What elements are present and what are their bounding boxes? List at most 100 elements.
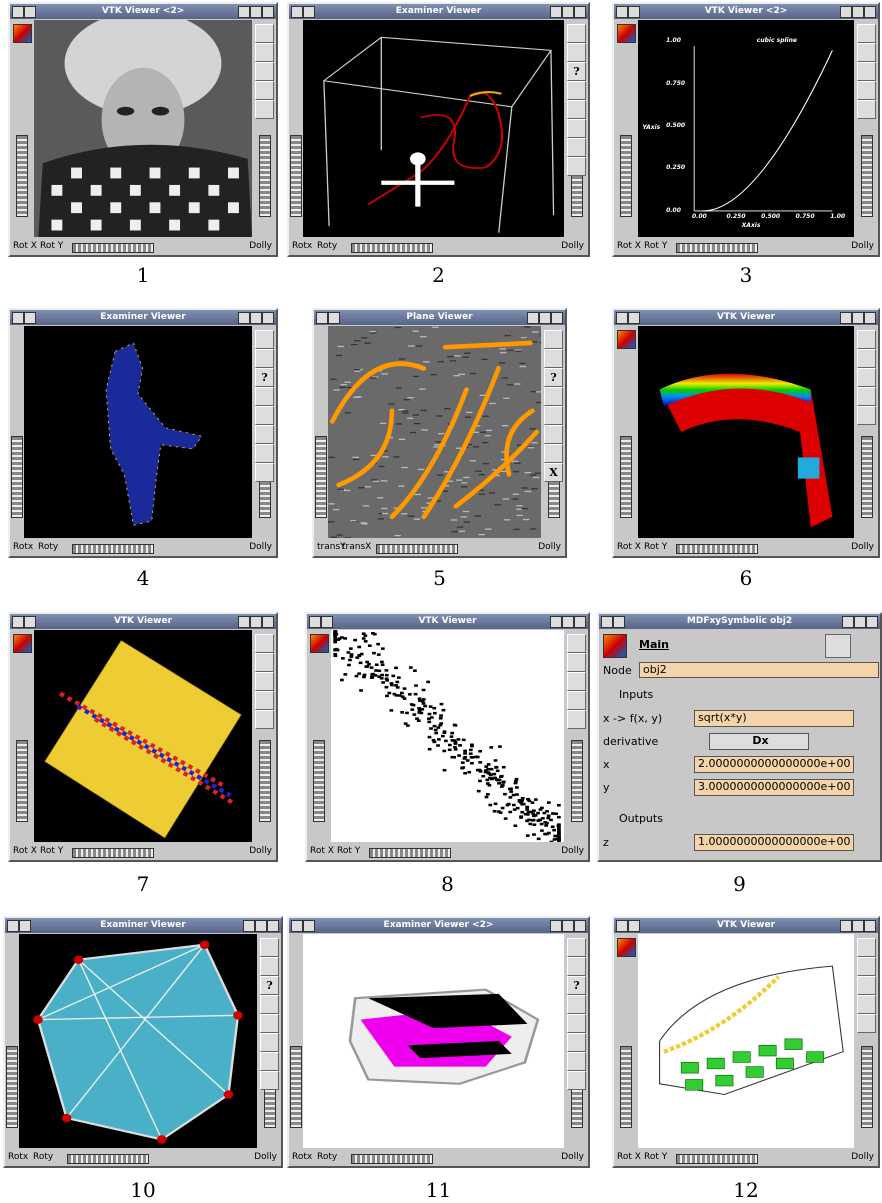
toolbar-button[interactable] <box>255 43 274 62</box>
toolbar-button[interactable] <box>567 957 586 976</box>
toolbar-button[interactable] <box>857 938 876 957</box>
window-button[interactable] <box>262 616 274 628</box>
right-wheel[interactable] <box>259 135 271 217</box>
toolbar-button[interactable] <box>857 100 876 119</box>
right-wheel[interactable] <box>861 135 873 217</box>
window-button[interactable] <box>291 920 303 932</box>
toolbar-button[interactable] <box>255 24 274 43</box>
window-button[interactable] <box>527 312 539 324</box>
window-button[interactable] <box>628 6 640 18</box>
window-button[interactable] <box>238 616 250 628</box>
tab[interactable]: Main <box>639 638 669 651</box>
toolbar-button[interactable] <box>857 976 876 995</box>
toolbar-button[interactable] <box>260 995 279 1014</box>
toolbar-button[interactable] <box>255 62 274 81</box>
window-button[interactable] <box>250 312 262 324</box>
toolbar-button[interactable] <box>544 330 563 349</box>
toolbar-button[interactable] <box>567 157 586 176</box>
toolbar-button[interactable] <box>567 43 586 62</box>
toolbar-button[interactable] <box>567 995 586 1014</box>
bottom-wheel[interactable] <box>676 1154 758 1164</box>
left-wheel[interactable] <box>16 740 28 822</box>
toolbar-button[interactable] <box>567 691 586 710</box>
toolbar-button[interactable] <box>260 1071 279 1090</box>
window-button[interactable] <box>864 312 876 324</box>
window-button[interactable] <box>262 6 274 18</box>
window-button[interactable] <box>238 6 250 18</box>
window-button[interactable] <box>562 6 574 18</box>
toolbar-button[interactable] <box>260 1033 279 1052</box>
right-wheel[interactable] <box>571 740 583 822</box>
toolbar-button[interactable] <box>255 100 274 119</box>
left-wheel[interactable] <box>290 135 302 217</box>
toolbar-button[interactable] <box>255 463 274 482</box>
window-button[interactable] <box>852 920 864 932</box>
toolbar-button[interactable]: X <box>544 463 563 482</box>
toolbar-button[interactable]: ? <box>567 976 586 995</box>
window-button[interactable] <box>852 6 864 18</box>
window-button[interactable] <box>262 312 274 324</box>
toolbar-button[interactable] <box>857 406 876 425</box>
toolbar-button[interactable] <box>255 672 274 691</box>
toolbar-button[interactable] <box>255 425 274 444</box>
bottom-wheel[interactable] <box>369 848 451 858</box>
toolbar-button[interactable] <box>544 387 563 406</box>
toolbar-button[interactable] <box>255 444 274 463</box>
left-wheel[interactable] <box>11 436 23 518</box>
toolbar-button[interactable] <box>857 330 876 349</box>
window-button[interactable] <box>842 616 854 628</box>
left-wheel[interactable] <box>6 1046 18 1128</box>
bottom-wheel[interactable] <box>351 243 433 253</box>
toolbar-button[interactable] <box>255 691 274 710</box>
toolbar-button[interactable] <box>260 957 279 976</box>
window-button[interactable] <box>854 616 866 628</box>
input-field[interactable]: Dx <box>709 733 809 750</box>
window-button[interactable] <box>574 6 586 18</box>
toolbar-button[interactable] <box>567 634 586 653</box>
window-button[interactable] <box>250 616 262 628</box>
window-button[interactable] <box>7 920 19 932</box>
toolbar-button[interactable] <box>857 387 876 406</box>
toolbar-button[interactable]: ? <box>260 976 279 995</box>
toolbar-button[interactable] <box>857 43 876 62</box>
toolbar-button[interactable] <box>857 62 876 81</box>
right-wheel[interactable] <box>861 1046 873 1128</box>
toolbar-button[interactable] <box>255 330 274 349</box>
bottom-wheel[interactable] <box>351 1154 433 1164</box>
toolbar-button[interactable] <box>567 672 586 691</box>
window-button[interactable] <box>628 312 640 324</box>
window-button[interactable] <box>864 6 876 18</box>
window-button[interactable] <box>24 312 36 324</box>
toolbar-button[interactable] <box>857 995 876 1014</box>
window-button[interactable] <box>616 6 628 18</box>
window-button[interactable] <box>321 616 333 628</box>
window-button[interactable] <box>12 6 24 18</box>
toolbar-button[interactable] <box>857 957 876 976</box>
toolbar-button[interactable] <box>567 138 586 157</box>
bottom-wheel[interactable] <box>72 848 154 858</box>
input-field[interactable]: sqrt(x*y) <box>694 710 854 727</box>
window-button[interactable] <box>562 920 574 932</box>
window-button[interactable] <box>303 6 315 18</box>
window-button[interactable] <box>616 312 628 324</box>
toolbar-button[interactable] <box>857 368 876 387</box>
window-button[interactable] <box>243 920 255 932</box>
left-wheel[interactable] <box>315 436 327 518</box>
toolbar-button[interactable] <box>567 1033 586 1052</box>
window-button[interactable] <box>309 616 321 628</box>
toolbar-button[interactable] <box>260 938 279 957</box>
toolbar-button[interactable] <box>544 444 563 463</box>
left-wheel[interactable] <box>313 740 325 822</box>
window-button[interactable] <box>840 6 852 18</box>
toolbar-button[interactable] <box>255 406 274 425</box>
input-field[interactable]: 3.0000000000000000e+00 <box>694 779 854 796</box>
bottom-wheel[interactable] <box>376 544 458 554</box>
toolbar-button[interactable] <box>260 1052 279 1071</box>
toolbar-button[interactable]: ? <box>567 62 586 81</box>
left-wheel[interactable] <box>290 1046 302 1128</box>
window-button[interactable] <box>303 920 315 932</box>
window-button[interactable] <box>628 920 640 932</box>
window-button[interactable] <box>328 312 340 324</box>
toolbar-button[interactable] <box>857 24 876 43</box>
window-button[interactable] <box>852 312 864 324</box>
